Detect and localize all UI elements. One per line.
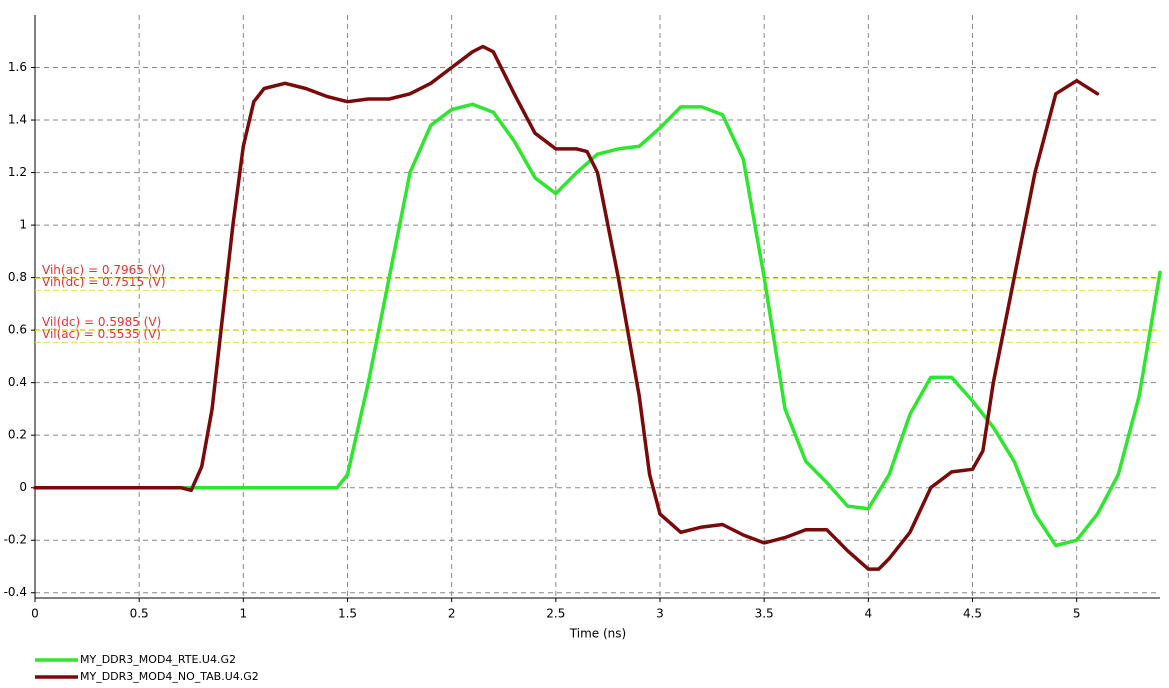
y-tick-label: 1 [19,218,27,232]
threshold-label: Vil(dc) = 0.5985 (V) [42,315,161,329]
y-tick-label: -0.4 [4,585,27,599]
x-tick-label: 5 [1073,607,1081,621]
y-tick-label: 0.6 [8,323,27,337]
y-tick-label: 0 [19,480,27,494]
y-tick-label: 1.6 [8,60,27,74]
y-tick-label: 1.2 [8,165,27,179]
series-line [33,102,1162,548]
threshold-label: Vih(dc) = 0.7515 (V) [42,275,166,289]
series-line [33,44,1100,571]
x-tick-label: 1.5 [338,607,357,621]
legend-label: MY_DDR3_MOD4_NO_TAB.U4.G2 [80,670,259,683]
x-tick-label: 4.5 [963,607,982,621]
x-tick-label: 3.5 [755,607,774,621]
legend-label: MY_DDR3_MOD4_RTE.U4.G2 [80,653,236,666]
x-tick-label: 4 [865,607,873,621]
x-tick-label: 0.5 [130,607,149,621]
x-tick-label: 1 [240,607,248,621]
y-tick-label: 0.8 [8,270,27,284]
threshold-label: Vil(ac) = 0.5535 (V) [42,327,161,341]
y-tick-label: 1.4 [8,113,27,127]
y-tick-label: 0.2 [8,428,27,442]
x-tick-label: 3 [656,607,664,621]
x-tick-label: 2 [448,607,456,621]
y-tick-label: -0.2 [4,533,27,547]
threshold-label: Vih(ac) = 0.7965 (V) [42,263,165,277]
y-tick-label: 0.4 [8,375,27,389]
x-axis-label: Time (ns) [569,627,626,641]
x-tick-label: 0 [31,607,39,621]
x-tick-label: 2.5 [546,607,565,621]
